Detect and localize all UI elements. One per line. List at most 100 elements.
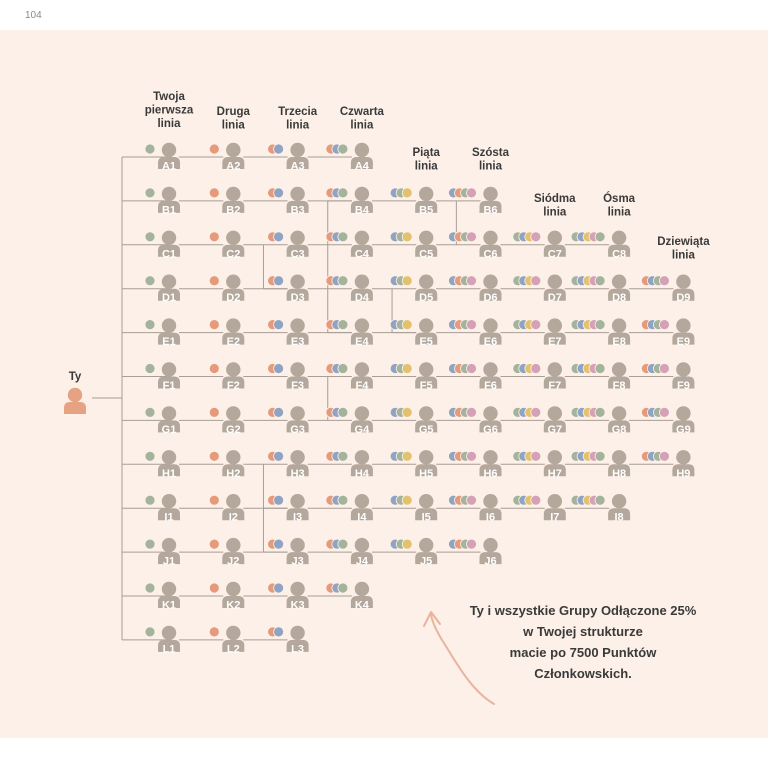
member-node: G1 (144, 406, 180, 436)
member-node: G8 (570, 406, 631, 436)
member-node: C8 (570, 230, 631, 260)
person-body (479, 332, 502, 345)
person-body (350, 464, 373, 477)
member-label: J1 (163, 556, 175, 568)
level-dot (337, 187, 349, 199)
member-node: F9 (641, 362, 695, 392)
level-dot (659, 363, 670, 374)
level-dot (337, 275, 349, 287)
person-body (158, 596, 180, 608)
person-head (547, 362, 562, 377)
member-label: D8 (612, 292, 626, 304)
level-dot (208, 450, 220, 462)
line-headers: Twoja pierwsza linia Druga linia Trzecia linia… (145, 91, 710, 262)
level-dot (273, 626, 285, 638)
member-label: K4 (355, 600, 370, 612)
member-label: C5 (419, 248, 433, 260)
level-dot (337, 406, 349, 418)
member-label: C4 (355, 248, 370, 260)
level-dot (337, 494, 349, 506)
person-head (161, 406, 177, 421)
person-body (415, 332, 438, 345)
level-dot (208, 231, 220, 243)
member-label: D2 (226, 292, 240, 304)
member-node: D6 (448, 274, 502, 304)
person-head (161, 537, 177, 553)
member-node: J1 (144, 537, 180, 568)
person-body (158, 288, 180, 301)
level-dot (466, 538, 477, 550)
member-node: I1 (144, 494, 180, 524)
member-label: D7 (548, 292, 562, 304)
person-head (354, 537, 370, 553)
level-dot (659, 450, 670, 462)
level-dot (337, 143, 349, 155)
person-body (350, 508, 373, 521)
member-label: E2 (227, 336, 240, 348)
connector-lines (92, 156, 674, 641)
member-label: I7 (550, 512, 559, 524)
member-label: E1 (162, 336, 175, 348)
person-head (290, 142, 305, 158)
member-label: L2 (227, 643, 240, 655)
person-head (547, 494, 562, 509)
person-head (290, 274, 305, 289)
level-dot (401, 450, 413, 462)
person-head (226, 274, 241, 289)
member-label: L3 (291, 643, 304, 655)
level-dot (594, 363, 606, 374)
member-label: L1 (163, 643, 176, 655)
person-head (354, 406, 370, 421)
person-body (286, 552, 309, 565)
member-node: D8 (570, 274, 631, 304)
member-label: J2 (227, 556, 239, 568)
level-dot (337, 363, 349, 374)
level-dot (401, 275, 413, 287)
member-node: D9 (641, 274, 695, 304)
person-head (419, 318, 434, 333)
person-body (543, 464, 566, 477)
level-dot (466, 231, 477, 243)
person-body (479, 244, 502, 257)
person-body (350, 376, 373, 389)
member-label: J4 (356, 556, 369, 568)
arrow-shaft (430, 613, 495, 705)
member-node: A4 (325, 142, 373, 173)
member-label: D6 (483, 292, 497, 304)
member-label: C7 (548, 248, 562, 260)
member-label: A4 (355, 161, 370, 173)
member-node: K4 (325, 581, 373, 612)
person-body (286, 376, 309, 389)
member-label: E7 (548, 336, 561, 348)
member-node: H3 (267, 450, 309, 480)
member-label: B2 (226, 204, 240, 216)
person-body (543, 376, 566, 389)
member-node: C2 (208, 230, 245, 260)
level-dot (337, 582, 349, 594)
member-node: G4 (325, 406, 373, 436)
member-node: D3 (267, 274, 309, 304)
person-head (290, 625, 305, 641)
person-head (419, 230, 434, 245)
person-body (286, 464, 309, 477)
level-dot (144, 406, 156, 418)
person-head (290, 406, 305, 421)
member-label: A2 (226, 161, 240, 173)
member-label: F5 (420, 380, 433, 392)
member-label: J5 (420, 556, 432, 568)
member-label: G7 (547, 424, 562, 436)
line-header: Trzecia linia (278, 106, 318, 132)
member-node: F2 (208, 362, 245, 392)
level-dot (144, 494, 156, 506)
level-dot (466, 450, 477, 462)
level-dot (337, 319, 349, 331)
member-node: D2 (208, 274, 245, 304)
person-head (161, 450, 177, 465)
person-head (483, 186, 498, 202)
level-dot (273, 538, 285, 550)
level-dot (273, 582, 285, 594)
person-body (350, 596, 373, 608)
member-node: C7 (512, 230, 566, 260)
level-dot (144, 363, 156, 374)
person-head (483, 318, 498, 333)
